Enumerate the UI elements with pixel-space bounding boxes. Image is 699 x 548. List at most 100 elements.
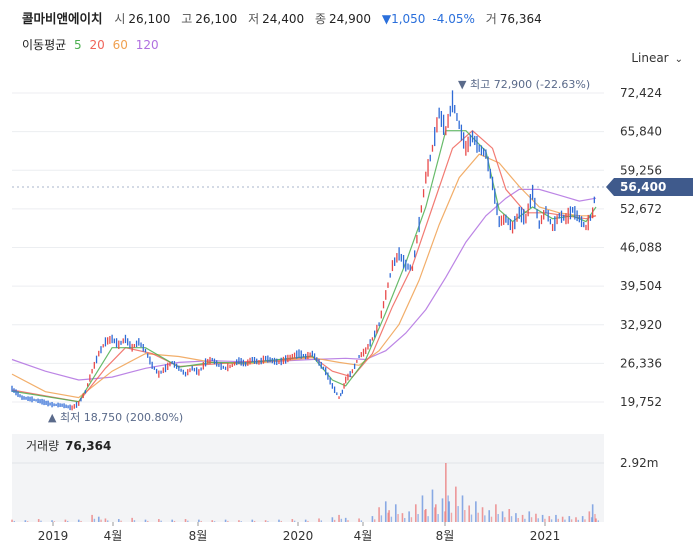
volume-bar <box>107 520 109 522</box>
volume-bar <box>425 509 427 522</box>
stock-name: 콜마비앤에이치 <box>22 11 103 26</box>
time-tick-label: 8월 <box>436 529 455 543</box>
volume-bar <box>340 518 343 522</box>
close-value: 24,900 <box>329 12 372 26</box>
volume-bar <box>251 519 254 522</box>
volume-bar <box>450 512 453 522</box>
volume-bar <box>120 520 122 522</box>
volume-bar <box>264 520 267 522</box>
time-tick-label: 8월 <box>189 529 208 543</box>
volume-bar <box>211 520 214 522</box>
scale-selector[interactable]: Linear ⌄ <box>631 51 683 65</box>
stock-header: 콜마비앤에이치 시 26,100 고 26,100 저 24,400 종 24,900 … <box>22 8 549 27</box>
volume-bar <box>198 519 200 522</box>
volume-bar <box>410 517 413 522</box>
volume-bar <box>414 504 417 522</box>
volume-bar <box>331 517 334 522</box>
volume-bar <box>26 521 29 522</box>
volume-bar <box>524 518 526 522</box>
volume-bar <box>40 520 42 522</box>
price-grid <box>12 92 604 403</box>
volume-bar <box>97 516 100 522</box>
volume-bar <box>484 515 486 522</box>
price-tick-label: 52,672 <box>620 202 662 216</box>
current-price-badge <box>606 178 693 197</box>
volume-bar <box>508 509 511 522</box>
volume-bar <box>490 516 493 522</box>
volume-bar <box>293 520 296 522</box>
volume-bar <box>515 513 517 522</box>
time-tick-label: 4월 <box>104 529 123 543</box>
volume-bar <box>445 463 447 522</box>
volume-bar <box>133 520 136 522</box>
volume-bar <box>184 519 187 522</box>
price-tick-label: 19,752 <box>620 395 662 409</box>
change-percent: -4.05% <box>432 12 475 26</box>
volume-bar <box>387 512 389 522</box>
volume-bar <box>358 518 360 522</box>
volume-bar <box>380 515 383 522</box>
volume-bar <box>307 520 309 522</box>
open-label: 시 <box>114 12 126 26</box>
volume-bar <box>24 520 27 522</box>
volume-bar <box>173 520 176 522</box>
ma20-line <box>11 129 597 403</box>
volume-bar <box>320 520 323 522</box>
volume-bar <box>77 519 80 522</box>
volume-bar <box>504 517 506 522</box>
volume-bar <box>468 505 470 522</box>
volume-bar <box>477 512 479 522</box>
volume-bar <box>278 519 280 522</box>
volume-bar <box>564 519 566 522</box>
volume-bar <box>584 519 586 522</box>
volume-bar <box>333 519 336 522</box>
low-value: 24,400 <box>262 12 305 26</box>
close-label: 종 <box>314 12 327 26</box>
volume-bar <box>91 514 93 522</box>
volume-bar <box>390 516 393 522</box>
high-value: 26,100 <box>195 12 238 26</box>
volume-bar <box>550 519 553 522</box>
volume-bar <box>347 520 349 522</box>
volume-bar <box>371 516 374 522</box>
volume-bar <box>11 519 13 522</box>
volume-bar <box>37 519 40 522</box>
volume-bar <box>575 517 577 522</box>
max-price-annotation: ▼ 최고 72,900 (-22.63%) <box>458 78 590 91</box>
volume-bar <box>495 504 497 522</box>
volume-bar <box>488 510 491 522</box>
volume-bar <box>200 520 202 522</box>
volume-bar <box>521 514 524 522</box>
volume-bar <box>401 513 404 522</box>
volume-bar <box>378 507 380 522</box>
volume-bar <box>544 518 546 522</box>
volume-bar <box>588 511 591 522</box>
volume-bar <box>541 514 544 522</box>
volume-bar <box>80 520 82 522</box>
volume-bar <box>144 519 147 522</box>
volume-title-label: 거래량 <box>26 439 59 453</box>
low-label: 저 <box>248 12 260 26</box>
price-tick-label: 65,840 <box>620 125 662 139</box>
volume-bar <box>557 518 559 522</box>
volume-bar <box>461 495 464 522</box>
volume-bar <box>280 520 282 522</box>
moving-average-label: 이동평균 <box>22 38 67 52</box>
volume-bar <box>464 510 466 522</box>
volume-value: 76,364 <box>499 12 542 26</box>
volume-bar <box>447 495 449 522</box>
current-price-label: 56,400 <box>620 180 666 194</box>
chevron-down-icon: ⌄ <box>674 54 683 65</box>
moving-average-legend[interactable]: 이동평균 5 20 60 120 <box>22 36 163 53</box>
volume-bar <box>374 519 376 522</box>
price-tick-label: 59,256 <box>620 163 662 177</box>
scale-selector-value: Linear <box>631 51 669 65</box>
volume-bar <box>384 501 387 522</box>
volume-bar <box>577 519 579 522</box>
volume-bar <box>594 514 596 522</box>
price-tick-label: 26,336 <box>620 356 662 370</box>
volume-bar <box>171 519 173 522</box>
volume-bar <box>481 507 484 522</box>
volume-bar <box>240 521 242 522</box>
